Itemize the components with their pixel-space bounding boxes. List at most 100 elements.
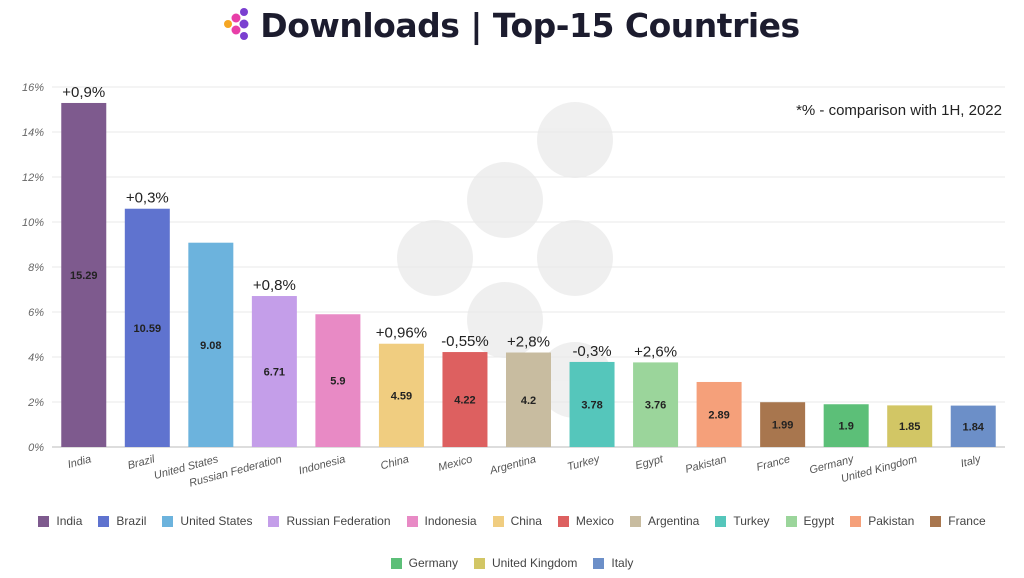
- change-annotation: +0,96%: [376, 325, 427, 342]
- y-tick-label: 2%: [27, 397, 44, 409]
- bar-china[interactable]: [378, 343, 424, 447]
- x-tick-label: Pakistan: [684, 453, 728, 476]
- legend-item[interactable]: China: [492, 514, 542, 528]
- bar-pakistan[interactable]: [696, 381, 742, 447]
- comparison-note: *% - comparison with 1H, 2022: [796, 102, 1002, 119]
- x-tick-label: Mexico: [437, 453, 474, 474]
- x-tick-label: Brazil: [126, 453, 156, 472]
- x-tick-label: India: [66, 453, 92, 471]
- bar-turkey[interactable]: [569, 361, 615, 447]
- value-label: 1.9: [839, 421, 854, 433]
- value-label: 3.76: [645, 400, 666, 412]
- y-tick-label: 8%: [28, 262, 44, 274]
- value-label: 4.59: [391, 390, 412, 402]
- legend-item[interactable]: Indonesia: [406, 514, 477, 528]
- value-label: 1.85: [899, 421, 920, 433]
- legend-label: China: [510, 514, 542, 528]
- value-label: 2.89: [708, 409, 729, 421]
- legend-label: Russian Federation: [286, 514, 391, 528]
- legend-swatch: [492, 515, 504, 527]
- value-label: 3.78: [581, 399, 602, 411]
- legend-swatch: [850, 515, 862, 527]
- legend-item[interactable]: United States: [162, 514, 252, 528]
- legend-item[interactable]: United Kingdom: [473, 556, 577, 570]
- legend-label: Italy: [611, 556, 634, 570]
- x-tick-label: Turkey: [566, 453, 602, 473]
- change-annotation: +2,8%: [507, 334, 550, 351]
- legend-item[interactable]: Pakistan: [850, 514, 914, 528]
- y-tick-label: 6%: [28, 307, 44, 319]
- value-label: 6.71: [264, 367, 285, 379]
- legend-label: Indonesia: [424, 514, 477, 528]
- legend-item[interactable]: Mexico: [557, 514, 614, 528]
- bar-argentina[interactable]: [506, 352, 551, 448]
- legend-label: India: [56, 514, 83, 528]
- value-label: 4.2: [521, 395, 536, 407]
- change-annotation: +0,8%: [253, 277, 296, 294]
- legend-label: Germany: [408, 556, 458, 570]
- bar-germany[interactable]: [823, 404, 869, 447]
- legend-item[interactable]: Egypt: [785, 514, 834, 528]
- value-label: 15.29: [70, 270, 98, 282]
- change-annotation: -0,55%: [441, 333, 489, 350]
- bar-united-states[interactable]: [188, 242, 234, 447]
- logo-icon: [224, 7, 250, 49]
- x-tick-label: China: [379, 453, 410, 472]
- bar-united-kingdom[interactable]: [887, 405, 933, 447]
- legend-swatch: [162, 515, 174, 527]
- bar-france[interactable]: [760, 402, 806, 447]
- legend-swatch: [557, 515, 569, 527]
- legend-swatch: [406, 515, 418, 527]
- y-tick-label: 0%: [28, 442, 44, 454]
- legend-swatch: [473, 557, 485, 569]
- legend-label: United States: [180, 514, 253, 528]
- x-tick-label: France: [755, 453, 791, 473]
- bar-russian-federation[interactable]: [251, 296, 297, 447]
- legend-item[interactable]: Germany: [390, 556, 458, 570]
- legend-swatch: [715, 515, 727, 527]
- bar-mexico[interactable]: [442, 352, 488, 447]
- y-tick-label: 14%: [22, 127, 44, 139]
- legend-label: Pakistan: [868, 514, 915, 528]
- x-tick-label: Egypt: [634, 453, 665, 472]
- y-tick-label: 16%: [22, 82, 44, 94]
- x-tick-label: Indonesia: [297, 453, 346, 477]
- bar-egypt[interactable]: [633, 362, 679, 447]
- legend-item[interactable]: India: [38, 514, 82, 528]
- legend-swatch: [593, 557, 605, 569]
- legend-swatch: [38, 515, 50, 527]
- legend-swatch: [98, 515, 110, 527]
- x-tick-label: Italy: [959, 453, 983, 470]
- legend-item[interactable]: Russian Federation: [268, 514, 391, 528]
- bar-indonesia[interactable]: [315, 314, 361, 447]
- legend-item[interactable]: Argentina: [629, 514, 699, 528]
- x-tick-label: Argentina: [488, 453, 538, 477]
- value-label: 5.9: [330, 376, 345, 388]
- legend-label: Mexico: [575, 514, 614, 528]
- legend-item[interactable]: Brazil: [98, 514, 146, 528]
- legend-item[interactable]: Turkey: [715, 514, 770, 528]
- legend-swatch: [785, 515, 797, 527]
- change-annotation: +0,9%: [62, 84, 105, 101]
- value-label: 10.59: [134, 323, 162, 335]
- legend-swatch: [629, 515, 641, 527]
- legend-swatch: [268, 515, 280, 527]
- legend-label: Turkey: [733, 514, 770, 528]
- value-label: 1.99: [772, 420, 793, 432]
- legend-item[interactable]: France: [930, 514, 986, 528]
- bar-brazil[interactable]: [124, 208, 170, 447]
- chart-title: Downloads | Top-15 Countries: [0, 6, 1024, 49]
- legend-swatch: [930, 515, 942, 527]
- legend: India Brazil United States Russian Federati…: [20, 514, 1004, 570]
- legend-item[interactable]: Italy: [593, 556, 633, 570]
- bar-india[interactable]: [61, 102, 107, 447]
- legend-label: Brazil: [116, 514, 147, 528]
- bar-italy[interactable]: [950, 405, 996, 447]
- change-annotation: +0,3%: [126, 190, 169, 207]
- value-label: 9.08: [200, 340, 221, 352]
- chart-title-text: Downloads | Top-15 Countries: [260, 6, 800, 45]
- y-tick-label: 4%: [28, 352, 44, 364]
- legend-swatch: [390, 557, 402, 569]
- y-tick-label: 12%: [22, 172, 44, 184]
